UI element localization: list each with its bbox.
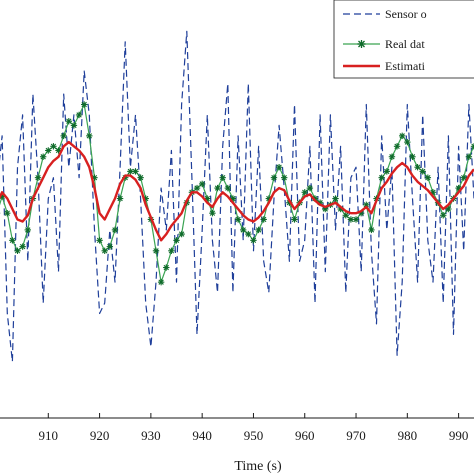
data-point-1-66: [332, 195, 339, 202]
x-tick-label-990: 990: [449, 428, 469, 443]
data-point-1-83: [419, 168, 426, 175]
x-tick-label-930: 930: [141, 428, 161, 443]
x-tick-label-940: 940: [192, 428, 212, 443]
legend-label-real: Real dat: [385, 37, 425, 51]
x-tick-label-950: 950: [244, 428, 264, 443]
x-tick-label-910: 910: [39, 428, 59, 443]
data-point-1-13: [60, 132, 67, 140]
data-point-1-17: [80, 101, 88, 108]
data-point-1-77: [388, 153, 396, 160]
x-tick-label-970: 970: [346, 428, 366, 443]
data-point-1-82: [414, 164, 421, 171]
data-point-1-32: [157, 278, 165, 286]
series-line-0: [0, 30, 474, 363]
data-point-1-14: [65, 118, 73, 125]
data-point-1-27: [132, 168, 139, 175]
x-tick-label-960: 960: [295, 428, 315, 443]
data-point-1-21: [101, 247, 108, 254]
legend-marker-real: [357, 40, 366, 48]
legend-label-sensor: Sensor o: [385, 7, 427, 21]
series-line-1: [0, 103, 474, 283]
data-point-1-48: [239, 226, 247, 234]
data-point-1-8: [34, 174, 42, 181]
data-point-1-39: [193, 184, 201, 192]
data-point-1-33: [163, 264, 170, 271]
data-point-1-68: [342, 212, 349, 219]
data-point-1-24: [116, 195, 124, 202]
data-point-1-43: [214, 184, 221, 192]
plot-area: 910 920 930 940 950 960 970 980 990: [0, 30, 474, 443]
legend: Sensor o Real dat Estimati: [333, 0, 474, 79]
data-point-1-73: [368, 226, 375, 234]
x-tick-label-920: 920: [90, 428, 110, 443]
data-point-1-20: [96, 237, 103, 244]
data-point-1-16: [75, 111, 83, 119]
legend-label-estimation: Estimati: [385, 59, 426, 73]
data-point-1-49: [245, 230, 252, 238]
x-tick-label-980: 980: [398, 428, 418, 443]
x-axis-title: Time (s): [234, 459, 282, 474]
data-point-1-76: [383, 168, 391, 175]
data-point-1-92: [465, 153, 473, 160]
data-point-1-45: [224, 184, 232, 192]
data-point-1-52: [260, 216, 267, 223]
data-point-1-2: [4, 209, 11, 217]
data-point-1-61: [306, 184, 314, 192]
data-point-1-40: [198, 180, 206, 188]
data-point-1-54: [270, 174, 278, 181]
data-point-1-87: [440, 212, 447, 219]
data-point-1-55: [275, 164, 283, 171]
series-layer: [0, 30, 474, 363]
data-point-1-79: [398, 132, 406, 140]
data-point-1-28: [137, 174, 144, 181]
data-point-1-5: [19, 243, 26, 250]
data-point-1-56: [281, 174, 288, 181]
data-point-1-75: [378, 174, 385, 181]
data-point-1-84: [424, 174, 432, 181]
data-point-1-93: [470, 143, 474, 150]
data-point-1-9: [39, 153, 47, 160]
data-point-1-6: [24, 226, 31, 234]
data-point-1-80: [404, 138, 411, 146]
data-point-1-10: [45, 147, 52, 154]
data-point-1-15: [70, 122, 78, 129]
data-point-1-51: [255, 226, 262, 234]
data-point-1-42: [209, 209, 216, 217]
data-point-1-18: [86, 132, 93, 140]
data-point-1-91: [460, 174, 467, 181]
data-point-1-4: [14, 247, 21, 254]
data-point-1-58: [291, 216, 298, 223]
data-point-1-35: [173, 237, 180, 244]
data-point-1-22: [106, 243, 114, 250]
data-point-1-60: [301, 189, 308, 196]
data-point-1-23: [111, 226, 119, 234]
data-point-1-44: [219, 174, 226, 181]
data-point-1-34: [168, 247, 175, 254]
data-point-1-78: [393, 143, 401, 150]
data-point-1-50: [250, 237, 257, 244]
data-point-1-3: [9, 237, 16, 244]
data-point-1-36: [178, 230, 185, 238]
data-point-1-11: [50, 143, 57, 150]
x-axis-ticks: 910 920 930 940 950 960 970 980 990: [39, 413, 469, 443]
data-point-1-70: [352, 216, 360, 223]
data-point-1-81: [409, 153, 416, 160]
data-point-1-31: [152, 247, 160, 254]
data-point-1-47: [234, 216, 242, 223]
series-line-2: [0, 140, 474, 242]
